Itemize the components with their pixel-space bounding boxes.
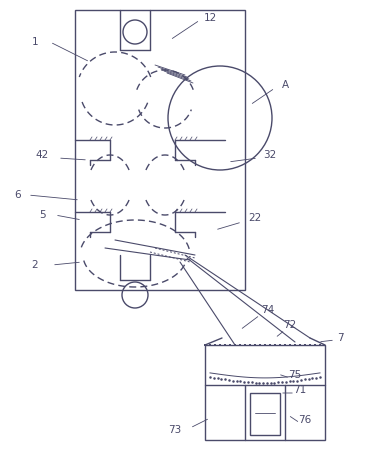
Text: 2: 2 bbox=[32, 260, 38, 270]
Text: 74: 74 bbox=[261, 305, 275, 315]
Text: 12: 12 bbox=[203, 13, 217, 23]
Text: 5: 5 bbox=[39, 210, 45, 220]
Text: 7: 7 bbox=[337, 333, 343, 343]
Text: 75: 75 bbox=[289, 370, 301, 380]
Text: 32: 32 bbox=[263, 150, 277, 160]
Text: 6: 6 bbox=[15, 190, 21, 200]
Bar bbox=[249, 393, 280, 435]
Text: 22: 22 bbox=[248, 213, 262, 223]
Text: A: A bbox=[282, 80, 289, 90]
Text: 42: 42 bbox=[35, 150, 49, 160]
Text: 1: 1 bbox=[32, 37, 38, 47]
Text: 76: 76 bbox=[299, 415, 312, 425]
Bar bbox=[75, 10, 245, 290]
Text: 71: 71 bbox=[293, 385, 307, 395]
Text: 73: 73 bbox=[168, 425, 182, 435]
Text: 72: 72 bbox=[283, 320, 297, 330]
Bar bbox=[205, 345, 325, 440]
